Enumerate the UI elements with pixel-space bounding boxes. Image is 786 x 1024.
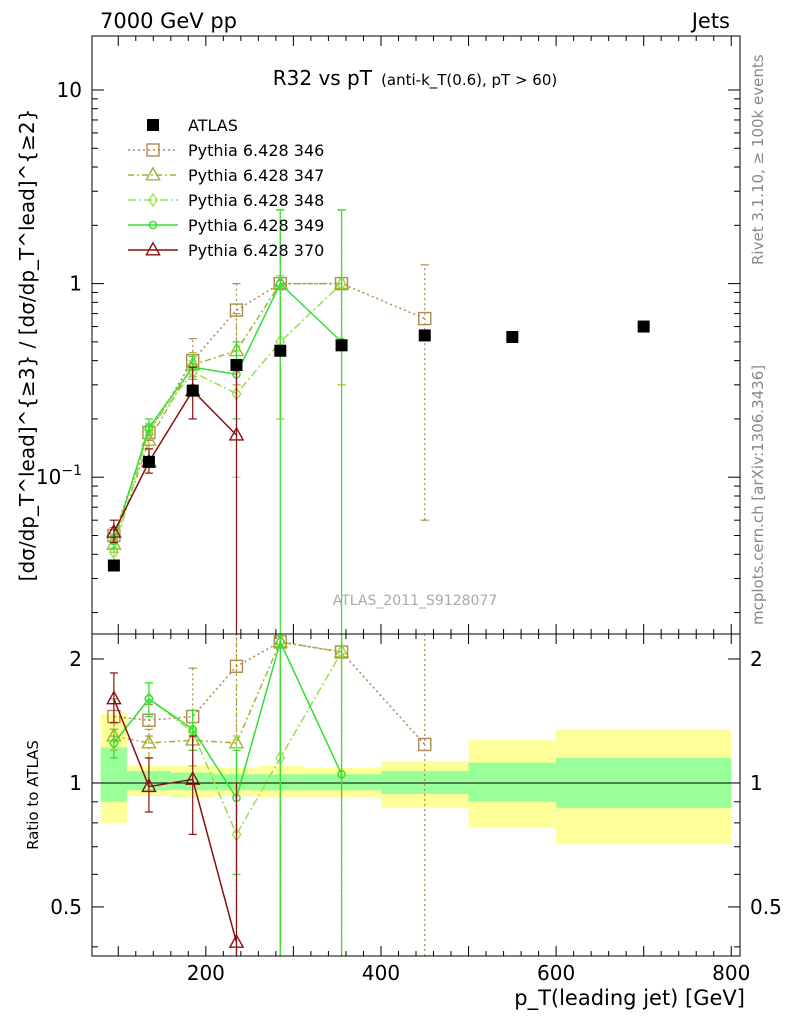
ratio-plot-ticks: 200 400 600 800 0.5 0.5 1 1 2 2 [50,647,782,985]
ratio-band-inner [380,770,469,795]
ratio-point [141,777,157,793]
ratio-line [113,641,426,745]
atlas-point [142,455,155,468]
series-pythia-348 [108,209,347,562]
analysis-watermark: ATLAS_2011_S9128077 [333,593,498,609]
legend-entry: Pythia 6.428 370 [128,241,324,260]
series-line [113,282,426,536]
ratio-point [144,694,154,704]
data-point [418,311,432,326]
header-right: Jets [690,9,730,33]
legend-marker [146,143,160,157]
ratio-band-inner [468,762,557,802]
series-pythia-347 [106,209,350,553]
y-tick-label: 10 [57,78,82,102]
series-line [113,283,343,553]
ratio-y-axis-label: Ratio to ATLAS [24,740,42,850]
ratio-line [113,651,343,837]
legend-marker [148,192,158,208]
ratio-series-pythia-370 [106,672,245,956]
ratio-plot-series [106,633,432,956]
legend-entry: Pythia 6.428 347 [128,166,324,185]
main-plot-series [106,209,432,634]
legend-marker [148,220,158,230]
ratio-point [141,734,157,749]
data-point [108,545,119,560]
atlas-point [107,559,120,572]
ratio-tick-label-left: 0.5 [50,895,82,919]
ratio-point [337,769,346,779]
series-pythia-349 [109,209,346,634]
atlas-point [506,330,519,343]
data-point [228,426,245,441]
main-plot-ticks: 10−1 1 10 [36,36,740,644]
atlas-point [335,339,348,352]
legend: ATLAS Pythia 6.428 346 Pythia 6.428 347 Pyt… [128,116,324,260]
legend-label: Pythia 6.428 346 [188,141,324,160]
ratio-point [275,637,285,647]
ratio-point [188,724,198,734]
data-point [144,423,154,433]
series-line [113,282,342,545]
data-point [143,423,154,438]
legend-label: Pythia 6.428 370 [188,241,324,260]
ratio-point [109,738,119,748]
mcplots-citation-text: mcplots.cern.ch [arXiv:1306.3436] [749,365,767,625]
legend-entry: Pythia 6.428 346 [128,141,324,160]
ratio-plot-frame [91,633,741,957]
atlas-point [274,344,287,357]
atlas-point [637,320,650,333]
rivet-version-text: Rivet 3.1.10, ≥ 100k events [749,54,767,265]
atlas-data-points [107,320,650,572]
x-tick-label: 800 [712,961,750,985]
y-axis-label: [dσ/dp_T^lead]^{≥3} / [dσ/dp_T^lead]^{≥2… [15,109,39,582]
main-plot-panel: 10−1 1 10 R32 vs pT (anti-k_T(0.6), pT > 6… [15,35,741,644]
legend-label: Pythia 6.428 349 [188,216,324,235]
chart-title-sub: (anti-k_T(0.6), pT > 60) [381,71,557,90]
x-tick-label: 200 [187,961,225,985]
header-left: 7000 GeV pp [100,9,237,33]
data-point [275,279,285,288]
ratio-series-pythia-349 [109,634,346,956]
ratio-tick-label-right: 2 [750,647,763,671]
legend-marker [145,241,161,256]
legend-label: Pythia 6.428 348 [188,191,324,210]
ratio-tick-label-right: 1 [750,771,763,795]
ratio-point [184,770,201,785]
ratio-line [113,641,342,744]
legend-label: ATLAS [188,116,238,135]
chart-title: R32 vs pT (anti-k_T(0.6), pT > 60) [273,66,558,90]
ratio-plot-panel: 200 400 600 800 0.5 0.5 1 1 2 2 Ratio to ATLAS [24,633,782,985]
ratio-point [418,737,432,752]
ratio-point [228,933,245,948]
data-point [229,303,244,317]
ratio-tick-label-left: 2 [69,647,82,671]
legend-marker [145,166,161,181]
legend-label: Pythia 6.428 347 [188,166,324,185]
x-tick-label: 600 [537,961,575,985]
legend-entry: Pythia 6.428 348 [128,191,324,210]
y-tick-label: 1 [69,272,82,296]
atlas-point [418,329,431,342]
ratio-tick-label-right: 0.5 [750,895,782,919]
series-line [113,282,343,541]
x-tick-label: 400 [362,961,400,985]
ratio-line [113,639,343,800]
atlas-point [186,384,199,397]
ratio-line [113,698,238,943]
x-axis-label: p_T(leading jet) [GeV] [514,986,745,1011]
legend-marker [147,119,159,131]
data-point [106,523,122,538]
atlas-point [230,358,243,371]
series-line [113,389,238,533]
ratio-tick-label-left: 1 [69,771,82,795]
legend-entry: Pythia 6.428 349 [128,216,324,235]
ratio-point [106,690,122,705]
y-tick-label: 10−1 [36,463,82,489]
legend-entry: ATLAS [147,116,238,135]
